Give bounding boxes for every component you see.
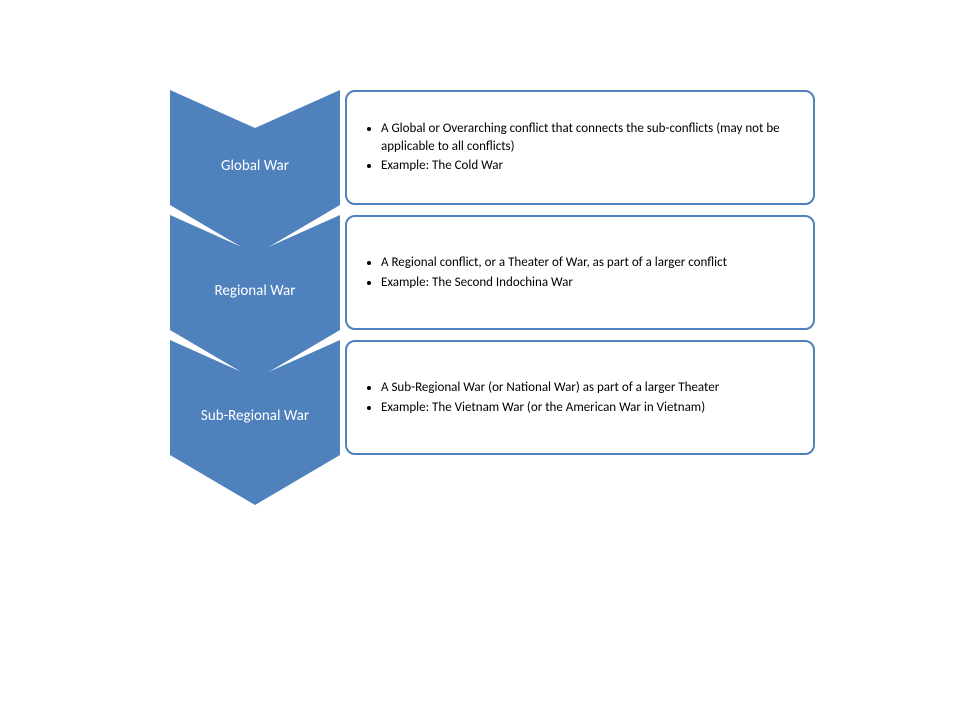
description-box: A Regional conflict, or a Theater of War… xyxy=(345,215,815,330)
bullet-item: A Global or Overarching conflict that co… xyxy=(381,120,797,155)
bullet-item: Example: The Vietnam War (or the America… xyxy=(381,399,719,417)
bullet-item: Example: The Cold War xyxy=(381,157,797,175)
bullet-list: A Regional conflict, or a Theater of War… xyxy=(363,252,727,293)
bullet-item: Example: The Second Indochina War xyxy=(381,274,727,292)
bullet-list: A Sub-Regional War (or National War) as … xyxy=(363,377,719,418)
description-box: A Sub-Regional War (or National War) as … xyxy=(345,340,815,455)
bullet-item: A Sub-Regional War (or National War) as … xyxy=(381,379,719,397)
description-box: A Global or Overarching conflict that co… xyxy=(345,90,815,205)
diagram-container: Global WarA Global or Overarching confli… xyxy=(0,0,960,720)
bullet-list: A Global or Overarching conflict that co… xyxy=(363,118,797,177)
chevron-icon xyxy=(170,340,340,505)
bullet-item: A Regional conflict, or a Theater of War… xyxy=(381,254,727,272)
